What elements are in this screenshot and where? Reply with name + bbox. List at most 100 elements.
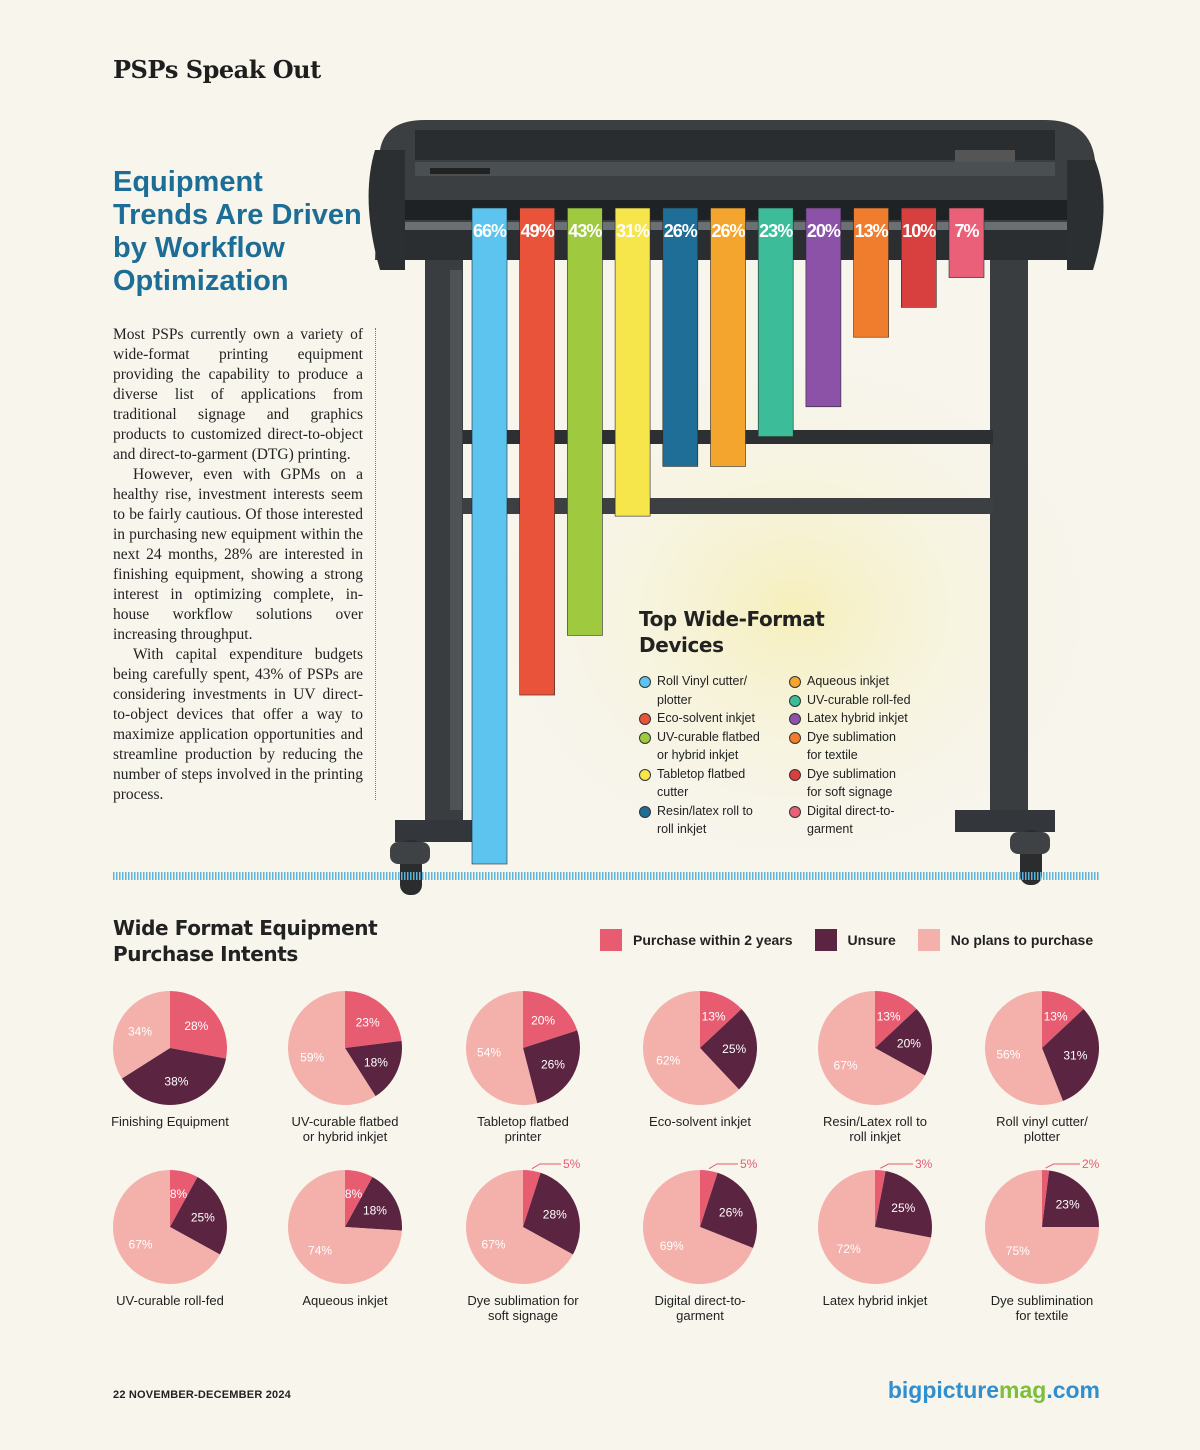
bar-6 xyxy=(710,207,746,467)
pie-5-value-label-2: 20% xyxy=(897,1037,921,1051)
pie-label-2: UV-curable flatbed or hybrid inkjet xyxy=(291,1114,399,1144)
legend-dot-icon xyxy=(639,731,651,744)
device-legend-item-11: Digital direct-to- garment xyxy=(789,802,939,839)
pie-2-value-label-1: 23% xyxy=(356,1015,380,1029)
legend-dot-icon xyxy=(639,713,651,725)
pie-1-value-label-3: 34% xyxy=(128,1025,152,1039)
device-legend: Roll Vinyl cutter/ plotter Eco-solvent in… xyxy=(639,672,939,839)
device-legend-item-9: Dye sublimation for textile xyxy=(789,728,939,765)
bar-value-label-5: 26% xyxy=(664,221,698,241)
pie-12-value-label-3: 75% xyxy=(1006,1244,1030,1258)
bar-value-label-2: 49% xyxy=(521,221,555,241)
pie-12-value-label-2: 23% xyxy=(1056,1197,1080,1211)
device-legend-label: Latex hybrid inkjet xyxy=(807,711,908,725)
bar-chart-title: Top Wide-Format Devices xyxy=(639,607,825,657)
article-body: Most PSPs currently own a variety of wid… xyxy=(113,325,363,805)
pie-11-slice-2 xyxy=(875,1171,932,1238)
pie-4-value-label-3: 62% xyxy=(656,1054,680,1068)
pie-2-slice-1 xyxy=(345,991,402,1048)
pie-8-value-label-3: 74% xyxy=(308,1243,332,1257)
pie-label-10: Digital direct-to- garment xyxy=(654,1293,746,1323)
pie-11-value-label-3: 72% xyxy=(837,1242,861,1256)
pie-9-callout-line xyxy=(531,1163,561,1170)
device-legend-item-3: UV-curable flatbed or hybrid inkjet xyxy=(639,728,789,765)
pie-9-slice-1 xyxy=(523,1170,541,1227)
pie-9-value-label-1: 5% xyxy=(563,1157,581,1171)
legend-dot-icon xyxy=(789,805,801,818)
pie-3-value-label-2: 26% xyxy=(541,1057,565,1071)
pie-9-value-label-2: 28% xyxy=(543,1207,567,1221)
device-legend-col-2: Aqueous inkjet UV-curable roll-fed Latex h… xyxy=(789,672,939,839)
pie-2-slice-2 xyxy=(345,1040,403,1097)
pie-10-slice-1 xyxy=(700,1170,718,1227)
legend-dot-icon xyxy=(789,676,801,688)
legend-dot-icon xyxy=(789,768,801,781)
pie-3-slice-2 xyxy=(523,1030,580,1104)
bar-value-label-4: 31% xyxy=(616,221,650,241)
pie-label-11: Latex hybrid inkjet xyxy=(822,1293,928,1308)
device-legend-label: Eco-solvent inkjet xyxy=(657,711,755,725)
pie-label-12: Dye sublimination for textile xyxy=(990,1293,1094,1323)
pie-7-slice-3 xyxy=(113,1170,220,1284)
site-logo-part-3: .com xyxy=(1046,1377,1100,1403)
pie-3-slice-3 xyxy=(465,991,538,1105)
pie-12-callout-line xyxy=(1045,1163,1080,1169)
bar-7 xyxy=(757,207,794,437)
device-legend-item-5: Resin/latex roll to roll inkjet xyxy=(639,802,789,839)
bar-value-label-9: 13% xyxy=(855,221,889,241)
paragraph-3: With capital expenditure budgets being c… xyxy=(113,646,363,803)
legend-dot-icon xyxy=(789,731,801,744)
pie-6-value-label-3: 56% xyxy=(996,1047,1020,1061)
bar-11 xyxy=(948,207,985,278)
device-legend-col-1: Roll Vinyl cutter/ plotter Eco-solvent in… xyxy=(639,672,789,839)
bar-value-label-10: 10% xyxy=(902,221,936,241)
device-legend-label: Digital direct-to- garment xyxy=(807,803,895,837)
pie-label-5: Resin/Latex roll to roll inkjet xyxy=(822,1114,928,1144)
pie-1-slice-1 xyxy=(170,991,227,1059)
pie-legend: Purchase within 2 years Unsure No plans … xyxy=(600,929,1093,951)
pie-label-6: Roll vinyl cutter/ plotter xyxy=(996,1114,1088,1144)
pie-label-3: Tabletop flatbed printer xyxy=(477,1114,569,1144)
pie-label-4: Eco-solvent inkjet xyxy=(649,1114,751,1129)
pie-2-value-label-3: 59% xyxy=(300,1051,324,1065)
pie-chart-title: Wide Format Equipment Purchase Intents xyxy=(113,916,378,966)
device-legend-label: UV-curable flatbed or hybrid inkjet xyxy=(657,729,760,763)
legend-item-no-plans: No plans to purchase xyxy=(917,929,1093,951)
legend-swatch-no-plans xyxy=(917,929,940,951)
bar-5 xyxy=(662,207,699,467)
pie-5-value-label-1: 13% xyxy=(877,1010,901,1024)
bar-value-label-7: 23% xyxy=(759,221,793,241)
bar-8 xyxy=(805,207,842,408)
legend-swatch-unsure xyxy=(814,929,837,951)
pie-5-slice-2 xyxy=(875,1008,932,1076)
site-logo-part-1: bigpicture xyxy=(887,1377,1000,1403)
pie-4-slice-1 xyxy=(700,991,742,1048)
pie-label-8: Aqueous inkjet xyxy=(302,1293,388,1308)
pie-10-value-label-2: 26% xyxy=(719,1205,743,1219)
pie-10-slice-2 xyxy=(700,1172,758,1248)
pie-6-slice-2 xyxy=(1042,1008,1100,1101)
pie-10-value-label-1: 5% xyxy=(740,1157,758,1171)
pie-5-slice-3 xyxy=(818,991,925,1105)
pie-1-value-label-1: 28% xyxy=(184,1019,208,1033)
device-legend-label: Resin/latex roll to roll inkjet xyxy=(657,803,753,837)
device-legend-label: Dye sublimation for soft signage xyxy=(807,766,896,800)
section-divider xyxy=(113,872,1100,880)
pie-12-slice-2 xyxy=(1042,1170,1099,1227)
site-logo-part-2: mag xyxy=(999,1377,1047,1403)
legend-dot-icon xyxy=(639,676,651,688)
pie-6-slice-3 xyxy=(985,991,1063,1105)
pie-4-value-label-1: 13% xyxy=(702,1010,726,1024)
pie-11-slice-1 xyxy=(875,1170,886,1227)
pie-12-slice-3 xyxy=(985,1170,1099,1284)
bar-9 xyxy=(853,207,889,338)
pie-8-slice-3 xyxy=(288,1170,402,1285)
legend-dot-icon xyxy=(789,694,801,707)
device-legend-item-7: UV-curable roll-fed xyxy=(789,691,939,710)
pie-12-slice-1 xyxy=(1042,1170,1050,1227)
pie-11-value-label-1: 3% xyxy=(915,1157,933,1171)
legend-item-unsure: Unsure xyxy=(814,929,896,951)
pie-6-slice-1 xyxy=(1042,991,1084,1048)
pie-3-value-label-1: 20% xyxy=(531,1013,555,1027)
